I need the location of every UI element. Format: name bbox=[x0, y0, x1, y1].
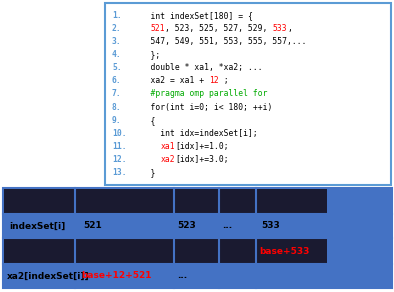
Text: 521: 521 bbox=[151, 24, 165, 33]
Text: ;: ; bbox=[219, 77, 229, 86]
Text: [idx]+=1.0;: [idx]+=1.0; bbox=[175, 142, 229, 151]
Text: 6.: 6. bbox=[112, 77, 122, 86]
Text: 533: 533 bbox=[262, 222, 281, 230]
Text: double * xa1, *xa2; ...: double * xa1, *xa2; ... bbox=[131, 63, 263, 72]
Text: 12: 12 bbox=[209, 77, 219, 86]
Bar bbox=[257, 189, 327, 213]
Text: 1.: 1. bbox=[112, 11, 122, 20]
Text: 4.: 4. bbox=[112, 50, 122, 59]
Text: int indexSet[180] = {: int indexSet[180] = { bbox=[131, 11, 253, 20]
Text: 8.: 8. bbox=[112, 102, 122, 112]
Text: base+12+521: base+12+521 bbox=[81, 272, 151, 281]
Bar bbox=[3, 188, 392, 288]
Text: xa2: xa2 bbox=[160, 155, 175, 164]
Bar bbox=[175, 189, 218, 213]
Text: 13.: 13. bbox=[112, 168, 126, 177]
Bar bbox=[175, 239, 218, 263]
Bar bbox=[76, 189, 173, 213]
Text: 533: 533 bbox=[272, 24, 287, 33]
Text: 2.: 2. bbox=[112, 24, 122, 33]
Text: 5.: 5. bbox=[112, 63, 122, 72]
Text: int idx=indexSet[i];: int idx=indexSet[i]; bbox=[131, 129, 258, 138]
Text: 11.: 11. bbox=[112, 142, 126, 151]
Text: #pragma omp parallel for: #pragma omp parallel for bbox=[131, 90, 268, 98]
Text: 521: 521 bbox=[83, 222, 102, 230]
Bar bbox=[76, 239, 173, 263]
Text: 10.: 10. bbox=[112, 129, 126, 138]
Text: {: { bbox=[131, 116, 155, 125]
Text: xa2 = xa1 +: xa2 = xa1 + bbox=[131, 77, 209, 86]
Bar bbox=[220, 239, 255, 263]
Bar bbox=[4, 189, 74, 213]
Text: 3.: 3. bbox=[112, 37, 122, 46]
Text: ...: ... bbox=[222, 222, 232, 230]
Text: }: } bbox=[131, 168, 155, 177]
Bar bbox=[220, 189, 255, 213]
Text: ...: ... bbox=[177, 272, 187, 281]
Text: ,: , bbox=[287, 24, 292, 33]
Text: 7.: 7. bbox=[112, 90, 122, 98]
Text: , 523, 525, 527, 529,: , 523, 525, 527, 529, bbox=[165, 24, 272, 33]
Text: xa2[indexSet[i]]: xa2[indexSet[i]] bbox=[7, 272, 90, 281]
Text: indexSet[i]: indexSet[i] bbox=[9, 222, 65, 230]
Text: 12.: 12. bbox=[112, 155, 126, 164]
Text: 523: 523 bbox=[178, 222, 197, 230]
Text: [idx]+=3.0;: [idx]+=3.0; bbox=[175, 155, 229, 164]
Bar bbox=[105, 3, 391, 185]
Text: base+533: base+533 bbox=[259, 246, 310, 256]
Text: };: }; bbox=[131, 50, 160, 59]
Text: for(int i=0; i< 180; ++i): for(int i=0; i< 180; ++i) bbox=[131, 102, 272, 112]
Text: xa1: xa1 bbox=[160, 142, 175, 151]
Text: 9.: 9. bbox=[112, 116, 122, 125]
Bar bbox=[257, 239, 327, 263]
Bar bbox=[4, 239, 74, 263]
Text: 547, 549, 551, 553, 555, 557,...: 547, 549, 551, 553, 555, 557,... bbox=[131, 37, 307, 46]
